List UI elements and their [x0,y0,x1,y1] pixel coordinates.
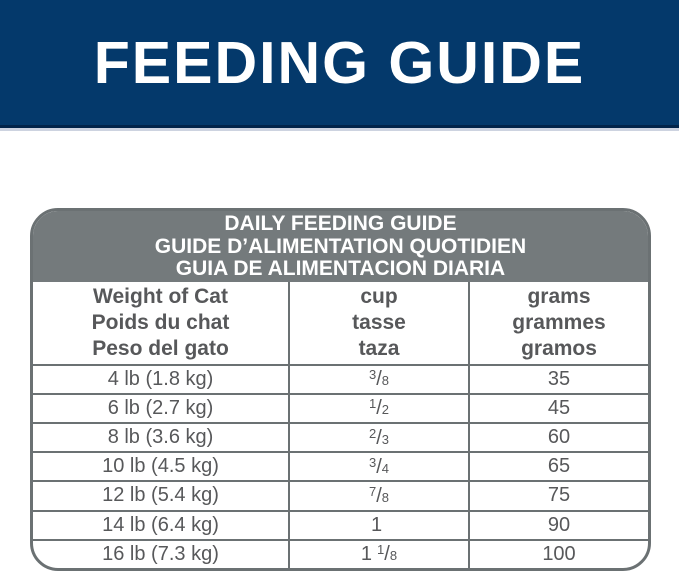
banner-edge-dark [0,125,679,128]
cup-fraction: 7/8 [368,483,390,507]
table-row: 6 lb (2.7 kg) 1/2 45 [33,392,648,422]
header-weight-es: Peso del gato [92,336,229,360]
header-grams-fr: grammes [512,310,606,334]
weight-cell: 4 lb (1.8 kg) [107,367,214,390]
cup-cell: 1 [288,511,468,539]
table-header-row: Weight of Cat Poids du chat Peso del gat… [33,281,648,364]
table-row: 8 lb (3.6 kg) 2/3 60 [33,421,648,452]
table-row: 12 lb (5.4 kg) 7/8 75 [33,480,648,510]
grams-cell: 65 [468,453,648,481]
page-title: FEEDING GUIDE [93,29,586,96]
column-header-weight: Weight of Cat Poids du chat Peso del gat… [33,282,288,364]
cup-whole-number: 1 [360,542,373,565]
weight-cell: 14 lb (6.4 kg) [102,513,219,536]
header-weight-en: Weight of Cat [93,284,228,308]
grams-cell: 75 [468,482,648,510]
header-grams-es: gramos [521,336,597,360]
grams-cell: 60 [468,423,648,452]
table-body: 4 lb (1.8 kg) 3/8 35 6 lb (2.7 kg) 1/2 4… [33,363,648,568]
cup-fraction: 1/2 [368,396,390,420]
column-header-grams: grams grammes gramos [468,281,648,364]
table-title-line-fr: GUIDE D’ALIMENTATION QUOTIDIEN [154,234,527,258]
header-cup-en: cup [360,284,398,308]
cup-fraction: 3/8 [368,367,390,391]
cup-fraction: 3/4 [368,454,390,478]
cup-cell: 1 1/8 [288,540,468,568]
cup-fraction: 1/8 [377,542,398,566]
header-cup-es: taza [358,336,400,360]
weight-cell: 10 lb (4.5 kg) [102,455,219,478]
table-row: 4 lb (1.8 kg) 3/8 35 [33,363,648,393]
grams-cell: 35 [468,365,648,393]
daily-feeding-table: DAILY FEEDING GUIDE GUIDE D’ALIMENTATION… [30,208,651,571]
weight-cell: 8 lb (3.6 kg) [107,426,214,449]
cup-cell: 2/3 [288,423,468,452]
table-row: 16 lb (7.3 kg) 1 1/8 100 [33,538,648,568]
table-row: 14 lb (6.4 kg) 1 90 [33,509,648,539]
banner-edge-light [0,128,679,131]
table-row: 10 lb (4.5 kg) 3/4 65 [33,451,648,481]
title-banner: FEEDING GUIDE [0,0,679,125]
cup-whole-number: 1 [370,513,383,536]
header-grams-en: grams [527,284,591,308]
cup-cell: 3/8 [288,365,468,393]
table-title-line-en: DAILY FEEDING GUIDE [224,212,457,235]
header-weight-fr: Poids du chat [91,310,230,334]
weight-cell: 12 lb (5.4 kg) [102,484,219,507]
grams-cell: 90 [468,511,648,539]
weight-cell: 16 lb (7.3 kg) [102,542,219,565]
cup-cell: 1/2 [288,394,468,422]
weight-cell: 6 lb (2.7 kg) [107,396,214,419]
grams-cell: 45 [468,394,648,422]
column-header-cup: cup tasse taza [288,281,468,364]
grams-cell: 100 [468,540,648,568]
cup-cell: 3/4 [288,453,468,481]
header-cup-fr: tasse [352,310,406,334]
cup-fraction: 2/3 [368,425,390,449]
cup-cell: 7/8 [288,482,468,510]
table-title: DAILY FEEDING GUIDE GUIDE D’ALIMENTATION… [33,211,648,282]
table-title-line-es: GUIA DE ALIMENTACION DIARIA [175,257,506,280]
